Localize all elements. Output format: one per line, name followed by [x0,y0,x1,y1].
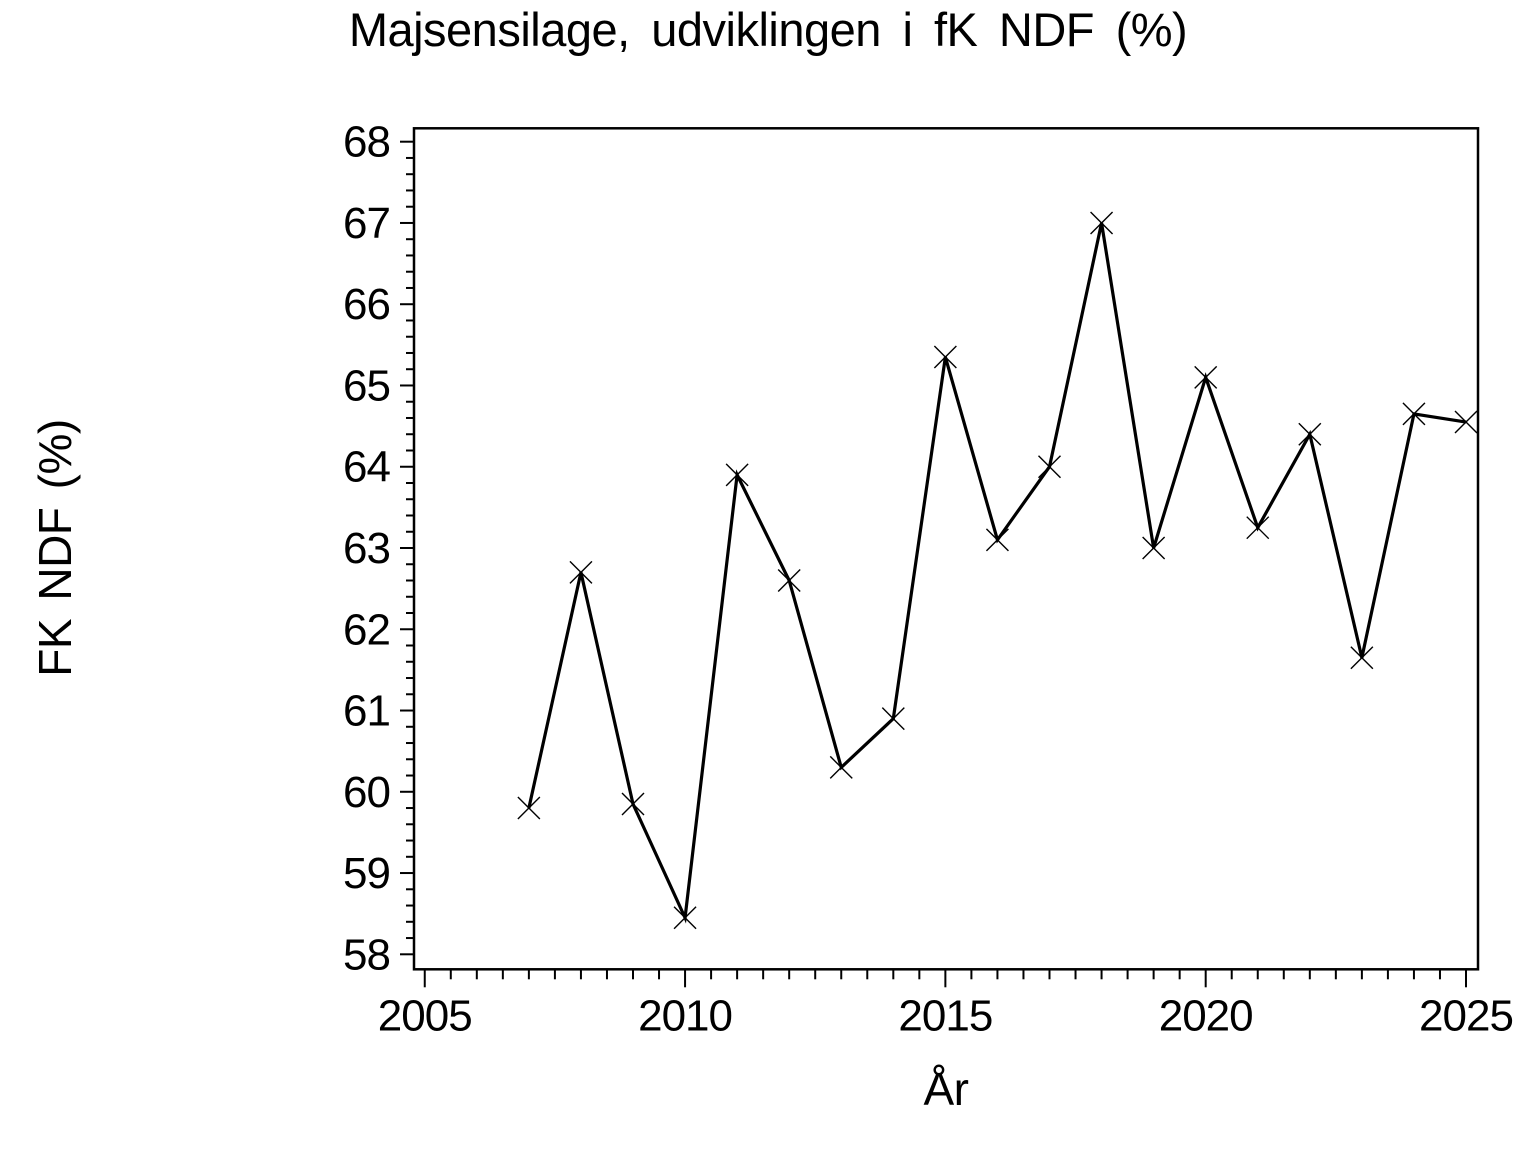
svg-text:60: 60 [343,768,390,817]
svg-text:65: 65 [343,361,390,410]
svg-text:67: 67 [343,199,390,248]
svg-text:59: 59 [343,849,390,898]
svg-text:61: 61 [343,687,390,736]
svg-text:64: 64 [343,443,390,492]
x-axis-ticks [423,969,1467,988]
data-series-line [527,222,1467,924]
svg-text:2015: 2015 [898,991,992,1040]
y-axis-ticks [400,140,414,956]
svg-text:62: 62 [343,605,390,654]
svg-text:2020: 2020 [1159,991,1253,1040]
svg-text:58: 58 [343,930,390,979]
data-point-markers [517,211,1478,930]
svg-text:2010: 2010 [638,991,732,1040]
svg-text:63: 63 [343,524,390,573]
y-axis-tick-labels: 58 59 60 61 62 63 64 65 66 67 68 [343,118,391,980]
svg-text:2025: 2025 [1419,991,1513,1040]
svg-text:68: 68 [343,118,390,167]
x-axis-label: År [923,1063,970,1115]
svg-text:2005: 2005 [378,991,472,1040]
plot-frame [412,127,1480,971]
svg-text:66: 66 [343,280,390,329]
x-axis-tick-labels: 2005 2010 2015 2020 2025 [378,991,1514,1040]
chart-title: Majsensilage, udviklingen i fK NDF (%) [348,3,1188,56]
